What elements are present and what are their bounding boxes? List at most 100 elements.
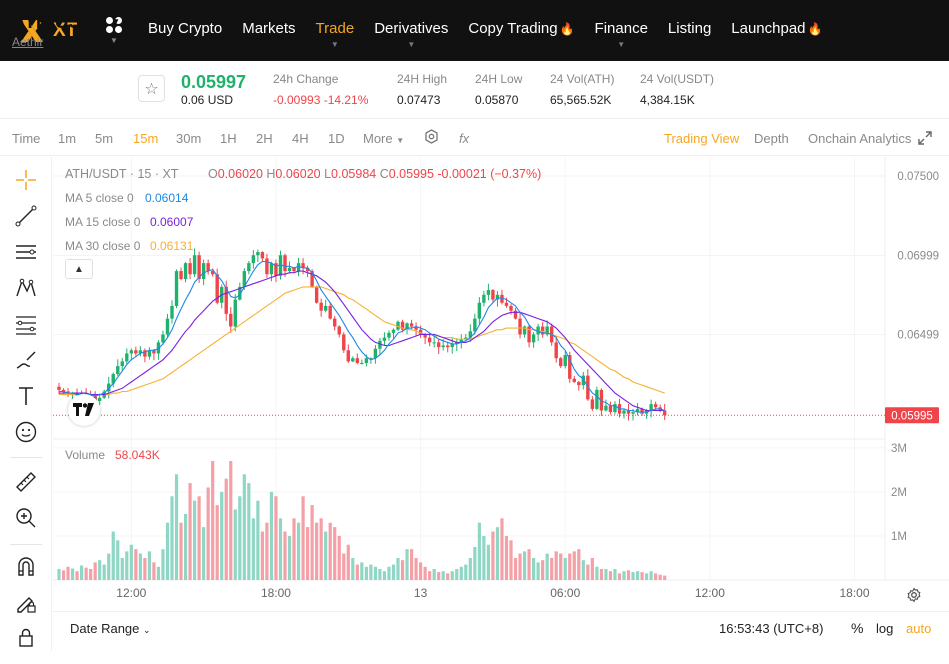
candle-body [373,348,378,359]
volume-bar [156,566,161,580]
xt-logo[interactable]: XT [18,17,86,45]
timezone-clock[interactable]: 16:53:43 (UTC+8) [719,621,824,636]
pattern-tool[interactable] [12,274,40,302]
text-icon [19,387,33,405]
smiley-icon [15,421,37,443]
fullscreen-button[interactable] [917,130,933,151]
candle-body [134,350,138,354]
timeframe-5m[interactable]: 5m [95,131,114,146]
candle-body [323,305,328,311]
price-axis-label: 0.07500 [897,171,939,183]
candle-body [545,326,549,335]
emoji-tool[interactable] [12,418,40,446]
nav-item-buy-crypto[interactable]: Buy Crypto [148,20,222,49]
fibonacci-tool[interactable] [12,310,40,338]
candle-body [518,318,522,335]
nav-item-markets[interactable]: Markets [242,20,295,49]
time-axis-label: 12:00 [695,586,725,600]
stat-label: 24h Change [273,72,339,86]
candle-body [572,378,576,382]
volume-bar [509,540,513,580]
volume-bar [586,564,590,580]
nav-item-launchpad[interactable]: Launchpad 🔥 [731,20,822,49]
brush-tool[interactable] [12,346,40,374]
volume-bar [378,568,382,580]
stat-value: 4,384.15K [640,93,695,107]
legend-ma30-value: 0.06131 [150,239,194,253]
timeframe-time[interactable]: Time [12,131,41,146]
timeframe-30m[interactable]: 30m [176,131,202,146]
lock-all-tool[interactable] [12,623,40,651]
timeframe-15m[interactable]: 15m [133,131,159,146]
magnet-tool[interactable] [12,553,40,581]
formula-button[interactable]: fx [459,131,469,146]
token-name-link[interactable]: Aethir [12,35,44,49]
auto-scale-toggle[interactable]: auto [906,621,932,636]
candle-body [305,267,310,272]
volume-bar [278,518,283,580]
more-timeframes-button[interactable]: More ▼ [363,131,404,146]
volume-bar [174,474,179,580]
crosshair-tool[interactable] [12,166,40,194]
caret-down-icon: ▼ [110,17,121,28]
collapse-legend-button[interactable]: ▲ [65,259,93,279]
horizontal-lines-tool[interactable] [12,238,40,266]
timeframe-2h[interactable]: 2H [256,131,273,146]
indicators-button[interactable] [424,129,439,147]
candle-body [229,313,233,327]
volume-bar [111,531,115,580]
timeframe-4h[interactable]: 4H [292,131,309,146]
timeframe-1h[interactable]: 1H [220,131,237,146]
timeframe-1m[interactable]: 1m [58,131,77,146]
volume-bar [161,549,165,580]
nav-item-finance[interactable]: Finance ▼ [595,20,648,49]
candle-body [278,255,283,276]
candle-body [265,258,269,275]
candle-body [631,412,635,414]
volume-bar [595,566,599,580]
volume-bar [98,560,102,580]
tradingview-logo[interactable] [68,394,100,426]
volume-bar [66,566,70,580]
nav-item-listing[interactable]: Listing [668,20,711,49]
measure-tool[interactable] [12,468,40,496]
candle-body [599,389,604,411]
ma15-line [59,270,665,412]
nav-item-derivatives[interactable]: Derivatives ▼ [374,20,448,49]
candle-body [256,252,260,256]
view-tab-depth[interactable]: Depth [754,131,789,146]
text-tool[interactable] [12,382,40,410]
candlestick-chart[interactable]: 0.05995 0.07500 0.06999 0.06499 3M 2M 1M 12:00 1… [53,157,949,611]
fibonacci-icon [16,316,36,335]
trend-line-tool[interactable] [12,202,40,230]
candle-body [238,286,242,300]
candle-body [581,375,586,386]
volume-bar [57,568,61,580]
view-tab-onchain-analytics[interactable]: Onchain Analytics [808,131,912,146]
view-tab-trading-view[interactable]: Trading View [664,131,740,146]
volume-bar [152,562,156,580]
pair-selector[interactable]: ATH/USDT ▼ [12,12,121,34]
favorite-star-button[interactable]: ☆ [138,75,165,102]
candle-body [161,334,165,343]
percent-scale-toggle[interactable]: % [851,620,864,636]
nav-item-trade[interactable]: Trade ▼ [316,20,355,49]
stat-value: 0.07473 [397,93,441,107]
nav-item-copy-trading[interactable]: Copy Trading 🔥 [468,20,574,49]
candle-body [640,408,644,414]
date-range-button[interactable]: Date Range ⌄ [70,621,151,636]
chart-settings-button[interactable] [906,587,922,607]
volume-bar [265,522,269,580]
candle-body [206,263,210,272]
log-scale-toggle[interactable]: log [876,621,894,636]
apps-menu-button[interactable]: ▼ [100,16,128,45]
candle-body [292,267,296,272]
volume-bar [373,566,377,580]
zoom-in-tool[interactable] [12,504,40,532]
time-axis-label: 12:00 [116,586,146,600]
volume-bar [500,518,504,580]
timeframe-1d[interactable]: 1D [328,131,345,146]
candle-body [283,255,287,272]
volume-bar [518,553,522,580]
lock-drawing-tool[interactable] [12,589,40,617]
